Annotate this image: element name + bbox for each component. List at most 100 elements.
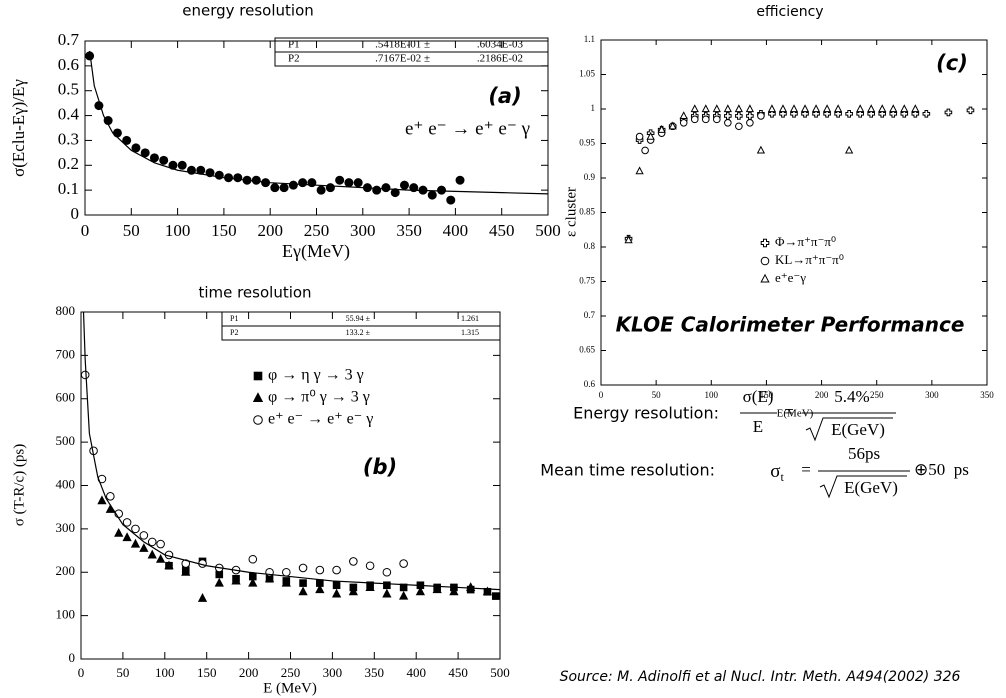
data-point [723, 104, 732, 113]
formula-text: 56ps [848, 444, 880, 463]
data-point [365, 561, 375, 571]
data-point [811, 104, 821, 113]
data-point [97, 495, 107, 505]
data-point [299, 579, 307, 587]
y-axis-label: σ (T-R/c) (ps) [11, 444, 27, 527]
y-tick-label: 0.7 [58, 30, 80, 49]
data-point [383, 581, 391, 590]
data-point [139, 531, 149, 540]
data-point [944, 108, 953, 117]
data-point [768, 110, 776, 118]
formula-text: = [801, 460, 811, 479]
data-point [288, 180, 298, 190]
fit-param: P2 [230, 328, 238, 337]
data-point [349, 557, 358, 566]
data-point [181, 566, 191, 576]
x-tick-label: 0 [599, 390, 604, 400]
data-point [455, 175, 465, 185]
x-tick-label: 150 [197, 665, 217, 680]
x-tick-label: 200 [815, 390, 829, 400]
data-point [114, 527, 124, 537]
data-point [390, 188, 400, 198]
data-point [365, 582, 375, 591]
fit-param: .5418E-01 ± [375, 39, 430, 51]
legend-label: KL→π⁺π⁻π⁰ [775, 252, 844, 267]
chart-title: time resolution [198, 284, 311, 302]
data-point [131, 524, 140, 534]
data-point [767, 104, 777, 113]
legend-label: e⁺e⁻γ [775, 270, 806, 285]
data-point [177, 160, 187, 170]
data-point [270, 183, 280, 193]
x-tick-label: 450 [448, 665, 468, 680]
x-tick-label: 500 [535, 221, 561, 240]
data-point [745, 104, 755, 113]
x-tick-label: 50 [652, 390, 662, 400]
data-point [746, 119, 754, 127]
data-point [122, 135, 132, 145]
legend-label: e⁺ e⁻ → e⁺ e⁻ γ [268, 411, 373, 428]
fit-param: 55.94 ± [346, 314, 371, 323]
data-point [856, 110, 864, 118]
radical [805, 417, 893, 442]
y-tick-label: 500 [56, 433, 76, 448]
data-point [325, 183, 335, 193]
data-point [657, 124, 666, 133]
data-point [437, 185, 447, 195]
y-tick-label: 0.2 [58, 154, 79, 173]
y-tick-label: 400 [56, 476, 76, 491]
data-point [624, 235, 633, 244]
x-axis-label: Eγ(MeV) [282, 241, 350, 262]
x-axis-label: E(MeV) [777, 408, 814, 420]
y-tick-label: 0.7 [584, 310, 596, 320]
data-point [251, 175, 261, 185]
data-point [315, 584, 325, 594]
formula-text: 5.4% [834, 387, 869, 406]
y-tick-label: 0.85 [579, 207, 595, 217]
data-point [159, 155, 169, 165]
formula-text: E(GeV) [831, 420, 885, 439]
fit-param: P1 [230, 314, 238, 323]
data-point [635, 132, 644, 141]
data-point [149, 153, 159, 163]
data-point [724, 112, 732, 120]
data-point [845, 145, 854, 154]
panel-label: (a) [488, 84, 521, 108]
fit-param: .2186E-02 [477, 53, 523, 65]
data-point [746, 112, 754, 120]
summary-title: KLOE Calorimeter Performance [616, 313, 965, 337]
fit-curve [89, 50, 549, 195]
data-point [735, 112, 743, 120]
data-point [690, 104, 699, 113]
x-tick-label: 200 [257, 221, 283, 240]
fit-param: 1.315 [461, 328, 479, 337]
data-point [427, 190, 437, 200]
data-point [353, 178, 363, 188]
legend-marker [760, 238, 770, 248]
data-point [248, 577, 258, 587]
legend-marker [253, 371, 263, 381]
y-tick-label: 600 [56, 390, 76, 405]
data-point [679, 111, 688, 120]
data-point [823, 110, 831, 118]
data-point [156, 539, 165, 549]
y-tick-label: 0.9 [584, 172, 596, 182]
y-tick-label: 0.75 [579, 276, 595, 286]
data-point [679, 119, 688, 127]
x-tick-label: 50 [116, 665, 129, 680]
y-tick-label: 200 [56, 563, 76, 578]
y-tick-label: 0.3 [58, 129, 79, 148]
data-point [790, 110, 798, 118]
data-point [316, 579, 324, 587]
data-point [332, 565, 341, 575]
data-point [713, 115, 721, 124]
legend-marker [252, 392, 264, 402]
x-tick-label: 350 [396, 221, 422, 240]
reaction-label: e⁺ e⁻ → e⁺ e⁻ γ [405, 118, 530, 139]
data-point [348, 586, 358, 596]
formula-label: Energy resolution: [573, 404, 719, 423]
y-tick-label: 1.1 [584, 34, 595, 44]
y-tick-label: 700 [56, 346, 76, 361]
data-point [122, 518, 132, 527]
data-point [106, 492, 115, 501]
